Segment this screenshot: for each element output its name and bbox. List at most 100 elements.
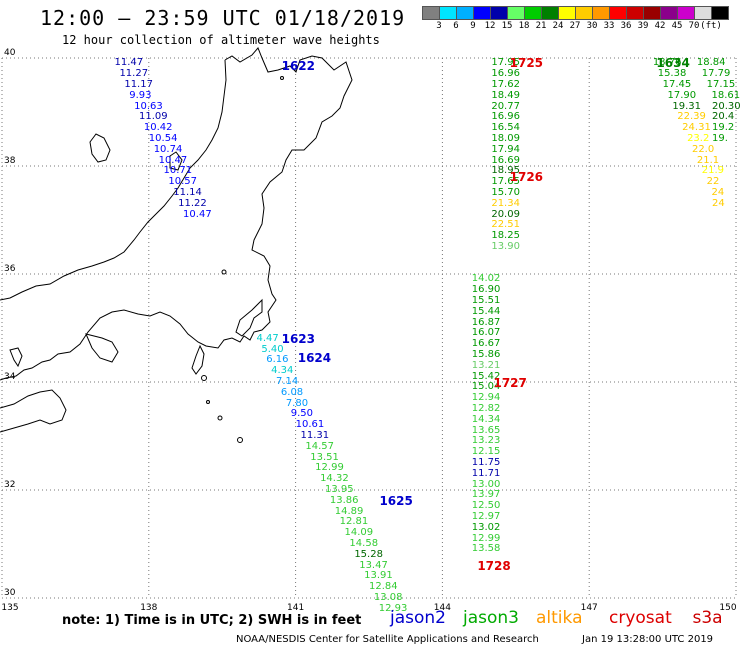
lat-label: 30 xyxy=(4,588,16,598)
map-title: 12:00 – 23:59 UTC 01/18/2019 xyxy=(40,6,406,30)
wave-height-value: 15.38 xyxy=(657,68,687,80)
wave-height-value: 11.17 xyxy=(124,79,153,90)
wave-height-value: 13.51 xyxy=(310,451,339,463)
wave-height-value: 13.00 xyxy=(471,478,501,490)
wave-height-value: 17.62 xyxy=(491,79,520,90)
noto-peninsula xyxy=(89,133,111,163)
wave-height-value: 10.54 xyxy=(148,133,178,144)
lon-label: 144 xyxy=(434,603,451,613)
wave-height-value: 10.74 xyxy=(153,143,183,155)
wave-height-value: 10.47 xyxy=(183,208,212,220)
wave-height-value: 20.4 xyxy=(712,111,735,123)
lat-label: 32 xyxy=(4,480,15,490)
wave-height-value: 16.67 xyxy=(471,338,501,350)
wave-height-value: 6.16 xyxy=(266,354,289,366)
map-subtitle: 12 hour collection of altimeter wave hei… xyxy=(62,33,380,47)
wave-height-value: 13.08 xyxy=(373,592,403,603)
wave-height-value: 13.47 xyxy=(359,559,388,571)
wave-height-value: 15.28 xyxy=(354,548,383,560)
wave-height-value: 20.09 xyxy=(491,208,520,220)
scale-label: (ft) xyxy=(700,21,722,31)
wave-height-value: 13.95 xyxy=(324,484,354,495)
wave-height-value: 17.95 xyxy=(491,57,520,69)
wave-height-value: 13.91 xyxy=(364,570,393,582)
wave-height-value: 12.82 xyxy=(471,403,501,414)
wave-height-value: 18.61 xyxy=(711,89,740,101)
wave-height-value: 24 xyxy=(712,197,725,209)
axis-labels: 135 138 141 144 147 150 40 38 36 34 32 30 xyxy=(1,48,736,613)
wave-height-value: 13.65 xyxy=(471,424,501,436)
wave-height-value: 24 xyxy=(711,187,725,198)
scale-label: 27 xyxy=(569,21,581,31)
scale-label: 12 xyxy=(484,21,496,31)
wave-height-value: 22.51 xyxy=(491,219,520,231)
boso-peninsula xyxy=(235,298,263,337)
wave-height-value: 19.2 xyxy=(712,122,735,134)
wave-height-value: 14.09 xyxy=(344,527,374,539)
wave-height-value: 22.0 xyxy=(691,143,715,155)
coastline-japan xyxy=(0,47,353,443)
wave-height-value: 10.57 xyxy=(168,176,197,188)
wave-height-value: 17.65 xyxy=(491,176,520,188)
wave-height-value: 11.31 xyxy=(300,430,330,441)
legend-s3a: s3a xyxy=(692,608,723,628)
wave-height-value: 19.31 xyxy=(672,100,702,112)
color-scale xyxy=(422,6,729,20)
wave-height-value: 14.32 xyxy=(320,473,349,485)
lat-label: 34 xyxy=(4,372,16,382)
pass-number-label: 1725 xyxy=(509,56,544,71)
pass-number-label: 1625 xyxy=(379,493,413,508)
legend-jason2: jason2 xyxy=(390,608,446,628)
wave-height-value: 13.02 xyxy=(471,521,501,533)
wave-height-value: 13.86 xyxy=(329,494,359,506)
lat-label: 40 xyxy=(4,48,16,58)
scale-label: 39 xyxy=(637,21,649,31)
wave-height-value: 16.96 xyxy=(491,68,520,80)
wave-height-value: 20.77 xyxy=(491,100,520,112)
wave-height-value: 11.09 xyxy=(139,111,168,123)
wave-height-value: 22.39 xyxy=(677,111,706,123)
lat-label: 36 xyxy=(4,264,16,274)
wave-height-value: 10.63 xyxy=(134,100,163,112)
wave-height-value: 19. xyxy=(712,133,728,144)
izu-island-miyake xyxy=(217,415,223,421)
wave-height-value: 17.90 xyxy=(667,89,697,101)
wave-height-value: 15.86 xyxy=(471,349,501,360)
wave-height-value: 12.84 xyxy=(369,581,398,593)
wave-height-value: 14.89 xyxy=(334,505,364,517)
wave-height-value: 15.51 xyxy=(471,295,501,306)
legend-jason3: jason3 xyxy=(463,608,519,628)
wave-height-value: 11.71 xyxy=(471,467,501,479)
scale-label: 45 xyxy=(671,21,683,31)
scale-label: 21 xyxy=(535,21,547,31)
pass-number-label: 1728 xyxy=(477,558,511,573)
legend-altika: altika xyxy=(536,608,583,628)
wave-height-value: 9.93 xyxy=(129,89,152,101)
lon-label: 138 xyxy=(140,603,157,613)
scale-label: 9 xyxy=(470,21,476,31)
izu-island-niijima xyxy=(206,400,210,404)
wave-height-value: 14.02 xyxy=(471,273,501,285)
wave-height-value: 12.81 xyxy=(339,516,369,528)
scale-label: 15 xyxy=(501,21,513,31)
footnote: note: 1) Time is in UTC; 2) SWH is in fe… xyxy=(62,613,362,628)
scale-label: 24 xyxy=(552,21,564,31)
wave-height-value: 22 xyxy=(706,176,720,188)
scale-label: 6 xyxy=(453,21,459,31)
timestamp: Jan 19 13:28:00 UTC 2019 xyxy=(582,634,714,645)
wave-height-value: 12.93 xyxy=(378,602,408,614)
pass-number-label: 1727 xyxy=(493,376,527,391)
wave-height-value: 15.42 xyxy=(471,370,501,382)
wave-height-value: 10.42 xyxy=(143,122,173,134)
wave-height-value: 15.70 xyxy=(491,187,520,198)
wave-height-value: 7.14 xyxy=(276,376,299,387)
scale-label: 36 xyxy=(620,21,632,31)
island-awa xyxy=(221,269,227,275)
scale-label: 70 xyxy=(688,21,700,31)
wave-height-value: 17.15 xyxy=(706,79,736,90)
wave-height-value: 13.90 xyxy=(491,241,520,252)
graticule xyxy=(1,57,737,599)
color-scale-labels: 3 6 9 12 15 18 21 24 27 30 33 36 39 42 45 70 (ft) xyxy=(422,21,732,33)
wave-height-value: 4.47 xyxy=(256,332,279,344)
scale-swatch xyxy=(711,6,729,20)
